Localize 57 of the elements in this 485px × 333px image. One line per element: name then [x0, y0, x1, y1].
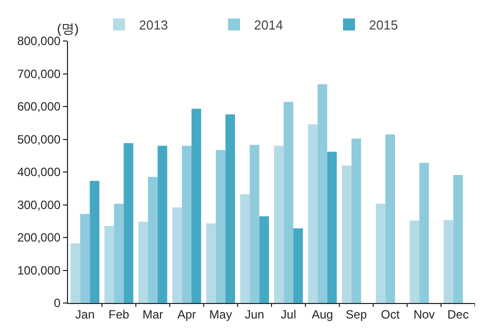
bar [124, 143, 134, 303]
bar [90, 180, 100, 303]
bar [80, 214, 90, 303]
bar [376, 204, 386, 303]
y-tick-label: 500,000 [17, 132, 61, 146]
y-axis-title: (명) [57, 21, 79, 36]
bar [259, 216, 269, 303]
y-tick-label: 0 [54, 296, 61, 310]
x-tick-label: Jul [280, 307, 296, 322]
bar [216, 150, 226, 303]
bar [293, 228, 303, 303]
legend-label: 2014 [254, 18, 283, 33]
x-tick-label: Feb [108, 307, 130, 322]
bar [172, 207, 182, 303]
bar [158, 146, 168, 303]
x-tick-label: Dec [447, 307, 469, 322]
bar [318, 84, 328, 303]
bar [444, 220, 454, 303]
bar [327, 152, 337, 303]
bar [342, 165, 352, 303]
bar [419, 162, 429, 303]
x-tick-label: Oct [380, 307, 400, 322]
bar [138, 222, 148, 303]
bar [308, 124, 318, 303]
bar [453, 174, 463, 303]
bar [104, 226, 114, 303]
x-tick-label: Nov [413, 307, 435, 322]
x-tick-label: Aug [312, 307, 334, 322]
y-tick-label: 300,000 [17, 198, 61, 212]
bar [240, 194, 250, 303]
y-tick-label: 800,000 [17, 34, 61, 48]
bar [385, 134, 396, 303]
bar [284, 102, 294, 303]
bar [410, 220, 420, 303]
x-tick-label: Jun [244, 307, 264, 322]
bar [225, 114, 236, 303]
bar [182, 146, 192, 303]
x-tick-label: Jan [75, 307, 95, 322]
bar [351, 138, 362, 303]
bar [250, 144, 260, 303]
bar [192, 108, 202, 303]
bar [274, 146, 284, 303]
y-tick-label: 700,000 [17, 66, 61, 81]
x-tick-label: Apr [177, 307, 196, 322]
y-tick-label: 100,000 [17, 263, 61, 278]
x-tick-label: Mar [142, 307, 164, 322]
legend-label: 2013 [139, 18, 168, 33]
bar [206, 223, 216, 303]
legend-label: 2015 [369, 18, 398, 33]
bar [114, 204, 124, 303]
bar [70, 243, 80, 303]
x-tick-label: Sep [346, 307, 368, 322]
y-tick-label: 200,000 [17, 230, 61, 245]
y-tick-label: 400,000 [17, 165, 61, 180]
bar [148, 176, 158, 303]
x-tick-label: May [209, 307, 232, 322]
y-tick-label: 600,000 [17, 100, 61, 114]
